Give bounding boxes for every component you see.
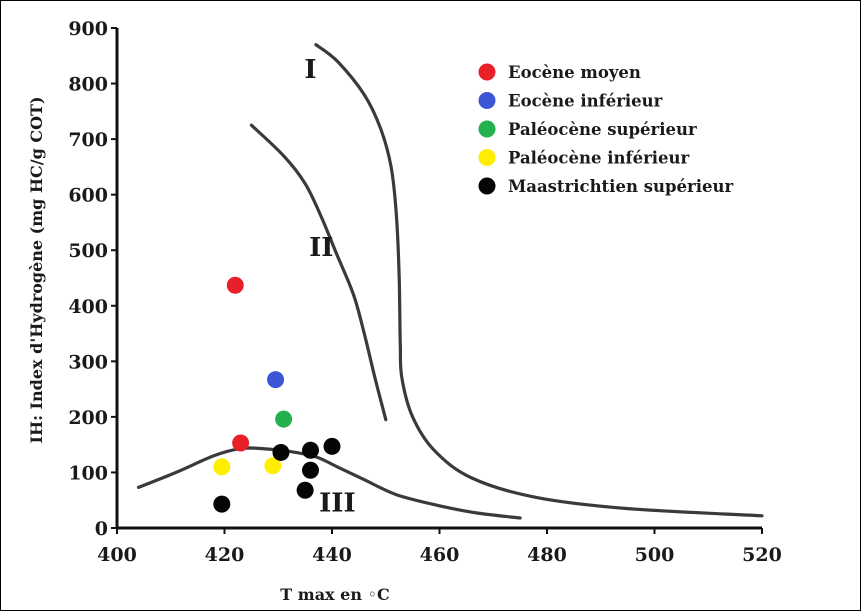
data-point [323, 437, 341, 455]
data-point [232, 434, 250, 452]
legend: Eocène moyen Eocène inférieur Paléocène su… [478, 63, 733, 196]
x-axis-title: T max en ◦C [280, 585, 389, 604]
curve-label-ii: II [309, 233, 333, 263]
y-tick-label: 800 [68, 74, 108, 96]
maturation-curve-i [314, 43, 764, 518]
x-tick-label: 500 [635, 544, 675, 566]
y-tick-label: 300 [68, 351, 108, 373]
x-tick-label: 420 [205, 544, 245, 566]
data-point [272, 443, 290, 461]
legend-label: Eocène moyen [508, 63, 641, 82]
maturation-curve-iii [136, 446, 522, 520]
y-tick-label: 900 [68, 18, 108, 40]
legend-marker [478, 149, 496, 166]
y-tick-label: 200 [68, 407, 108, 429]
data-point [302, 441, 319, 459]
data-point [275, 410, 293, 428]
data-point [267, 371, 285, 389]
curve-label-iii: III [319, 488, 356, 518]
data-point [213, 458, 231, 476]
data-point [213, 495, 231, 513]
legend-label: Paléocène supérieur [508, 120, 697, 139]
legend-marker [478, 63, 496, 81]
y-tick-label: 700 [68, 129, 108, 151]
y-tick-label: 0 [95, 518, 108, 540]
legend-marker [478, 120, 496, 138]
maturation-curve-ii [249, 123, 388, 422]
data-points [213, 276, 341, 513]
data-point [264, 457, 282, 475]
data-point [296, 481, 314, 499]
legend-marker [478, 92, 496, 109]
legend-label: Maastrichtien supérieur [508, 177, 733, 196]
y-axis-title: IH: Index d'Hydrogène (mg HC/g COT) [27, 96, 46, 443]
y-tick-label: 600 [68, 185, 108, 207]
y-tick-label: 400 [68, 296, 108, 318]
legend-label: Paléocène inférieur [508, 149, 690, 168]
legend-marker [478, 177, 496, 195]
data-point [302, 461, 319, 479]
x-tick-label: 440 [312, 544, 352, 566]
curve-label-i: I [304, 55, 316, 85]
data-point [226, 276, 244, 294]
x-tick-label: 520 [742, 544, 782, 566]
x-tick-label: 480 [527, 544, 567, 566]
x-tick-label: 400 [97, 544, 137, 566]
y-tick-label: 100 [68, 462, 108, 484]
y-tick-label: 500 [68, 240, 108, 262]
axes: 0 100 200 300 400 500 600 700 800 900 400 420 440 460… [68, 18, 782, 566]
legend-label: Eocène inférieur [508, 92, 663, 111]
x-tick-label: 460 [420, 544, 460, 566]
